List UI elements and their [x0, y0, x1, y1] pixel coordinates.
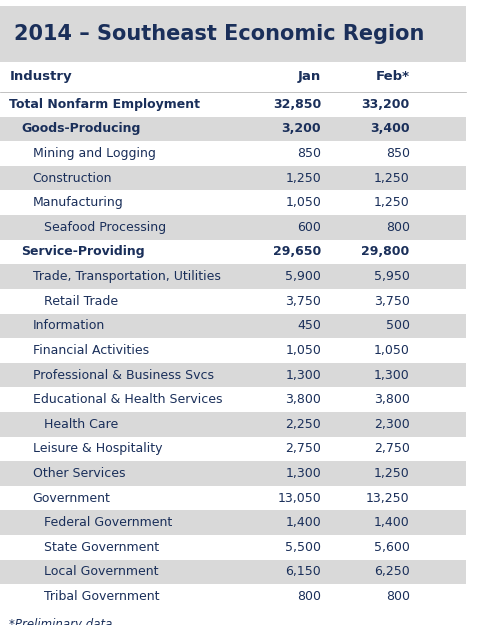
- Text: 3,750: 3,750: [374, 295, 410, 308]
- Bar: [0, 166, 466, 191]
- Text: 13,250: 13,250: [366, 492, 410, 504]
- Text: 1,300: 1,300: [374, 369, 410, 381]
- Bar: [0, 559, 466, 584]
- Text: Information: Information: [32, 319, 105, 332]
- Text: Jan: Jan: [298, 70, 321, 83]
- Bar: [0, 362, 466, 388]
- Text: 2014 – Southeast Economic Region: 2014 – Southeast Economic Region: [14, 24, 424, 44]
- Text: Health Care: Health Care: [44, 418, 118, 431]
- Text: Industry: Industry: [10, 70, 72, 83]
- Text: 3,750: 3,750: [286, 295, 321, 308]
- Text: 850: 850: [386, 147, 409, 160]
- Text: 1,400: 1,400: [286, 516, 321, 529]
- Bar: [0, 92, 466, 117]
- Text: Local Government: Local Government: [44, 566, 158, 579]
- Text: 600: 600: [298, 221, 321, 234]
- Text: 3,200: 3,200: [282, 122, 321, 136]
- Bar: [0, 338, 466, 362]
- Bar: [0, 388, 466, 412]
- Bar: [0, 289, 466, 314]
- Bar: [0, 535, 466, 559]
- Text: 5,600: 5,600: [374, 541, 410, 554]
- Text: 450: 450: [298, 319, 321, 332]
- Text: 1,050: 1,050: [374, 344, 410, 357]
- Text: Mining and Logging: Mining and Logging: [32, 147, 156, 160]
- Text: Retail Trade: Retail Trade: [44, 295, 118, 308]
- Bar: [0, 486, 466, 511]
- Text: Other Services: Other Services: [32, 467, 125, 480]
- Bar: [0, 461, 466, 486]
- Text: Tribal Government: Tribal Government: [44, 590, 160, 603]
- Text: Goods-Producing: Goods-Producing: [21, 122, 140, 136]
- Text: Construction: Construction: [32, 172, 112, 184]
- Text: Feb*: Feb*: [376, 70, 410, 83]
- Bar: [0, 314, 466, 338]
- Text: Professional & Business Svcs: Professional & Business Svcs: [32, 369, 214, 381]
- Text: 1,400: 1,400: [374, 516, 410, 529]
- Text: 1,050: 1,050: [286, 196, 321, 209]
- Text: Total Nonfarm Employment: Total Nonfarm Employment: [10, 98, 200, 111]
- Bar: [0, 511, 466, 535]
- Bar: [0, 61, 466, 92]
- Bar: [0, 117, 466, 141]
- Bar: [0, 6, 466, 61]
- Bar: [0, 239, 466, 264]
- Text: 1,250: 1,250: [374, 196, 410, 209]
- Text: Manufacturing: Manufacturing: [32, 196, 124, 209]
- Text: Financial Activities: Financial Activities: [32, 344, 148, 357]
- Text: Federal Government: Federal Government: [44, 516, 172, 529]
- Text: 850: 850: [297, 147, 321, 160]
- Text: 6,150: 6,150: [286, 566, 321, 579]
- Text: 3,800: 3,800: [286, 393, 321, 406]
- Text: Service-Providing: Service-Providing: [21, 246, 144, 259]
- Bar: [0, 215, 466, 239]
- Text: 2,250: 2,250: [286, 418, 321, 431]
- Text: 1,300: 1,300: [286, 369, 321, 381]
- Text: 32,850: 32,850: [273, 98, 321, 111]
- Text: 1,250: 1,250: [374, 467, 410, 480]
- Text: 29,800: 29,800: [362, 246, 410, 259]
- Text: 2,750: 2,750: [374, 442, 410, 456]
- Text: 33,200: 33,200: [362, 98, 410, 111]
- Text: Educational & Health Services: Educational & Health Services: [32, 393, 222, 406]
- Text: Government: Government: [32, 492, 110, 504]
- Bar: [0, 264, 466, 289]
- Bar: [0, 141, 466, 166]
- Text: 5,500: 5,500: [285, 541, 321, 554]
- Bar: [0, 584, 466, 609]
- Text: Leisure & Hospitality: Leisure & Hospitality: [32, 442, 162, 456]
- Text: 800: 800: [386, 221, 409, 234]
- Text: 13,050: 13,050: [278, 492, 321, 504]
- Text: 800: 800: [297, 590, 321, 603]
- Text: 800: 800: [386, 590, 409, 603]
- Text: *Preliminary data.: *Preliminary data.: [10, 618, 117, 625]
- Text: 6,250: 6,250: [374, 566, 410, 579]
- Text: Seafood Processing: Seafood Processing: [44, 221, 166, 234]
- Text: 1,250: 1,250: [374, 172, 410, 184]
- Text: 5,950: 5,950: [374, 270, 410, 283]
- Bar: [0, 437, 466, 461]
- Text: 29,650: 29,650: [273, 246, 321, 259]
- Text: 500: 500: [386, 319, 409, 332]
- Text: Trade, Transportation, Utilities: Trade, Transportation, Utilities: [32, 270, 220, 283]
- Text: 3,800: 3,800: [374, 393, 410, 406]
- Text: 1,250: 1,250: [286, 172, 321, 184]
- Bar: [0, 191, 466, 215]
- Text: 2,750: 2,750: [286, 442, 321, 456]
- Text: 3,400: 3,400: [370, 122, 410, 136]
- Text: 2,300: 2,300: [374, 418, 410, 431]
- Text: 1,300: 1,300: [286, 467, 321, 480]
- Text: 5,900: 5,900: [286, 270, 321, 283]
- Bar: [0, 412, 466, 437]
- Text: 1,050: 1,050: [286, 344, 321, 357]
- Text: State Government: State Government: [44, 541, 160, 554]
